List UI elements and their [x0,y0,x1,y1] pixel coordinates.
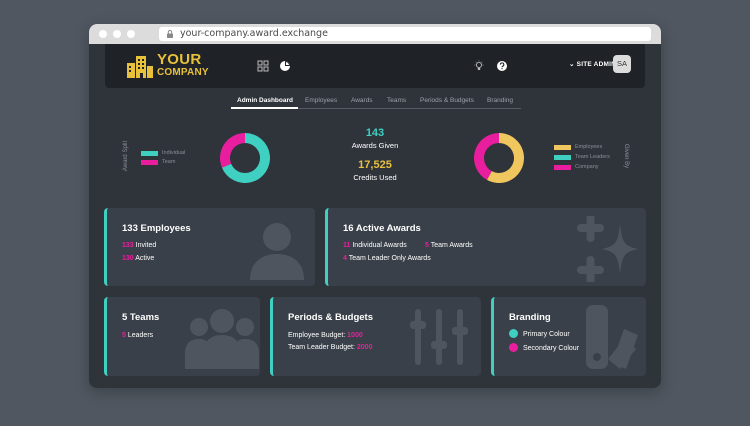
donut-slice-employees [486,133,524,183]
legend-label: Employees [575,144,603,150]
invited-count: 133 [122,242,134,249]
logo-line-1: YOUR [157,51,202,68]
url-text: your-company.award.exchange [180,28,328,39]
donut-slice-team [220,133,245,168]
primary-colour: Primary Colour [509,329,570,338]
employees-invited: 133 Invited [122,242,156,249]
active-awards-card[interactable]: 16 Active Awards 11 Individual Awards 5 … [325,208,646,286]
leaders-count: 5 [122,332,126,339]
company-logo[interactable]: YOUR COMPANY [157,52,209,78]
donut-slice-company [474,133,499,180]
leader-only-awards: 4 Team Leader Only Awards [343,255,431,262]
avatar[interactable]: SA [613,55,631,73]
leader-budget-value: 2000 [356,344,373,351]
address-bar[interactable]: your-company.award.exchange [159,27,651,41]
sliders-icon [410,309,468,365]
active-count: 130 [122,255,134,262]
leader-budget-label: Team Leader Budget: [288,344,355,351]
legend-label: Individual [162,150,186,156]
browser-window: your-company.award.exchange YOUR COMPANY [89,24,661,388]
tab-admin-dashboard[interactable]: Admin Dashboard [237,97,293,104]
primary-colour-label: Primary Colour [523,331,570,338]
legend-swatch [141,160,158,165]
tab-employees[interactable]: Employees [305,97,338,104]
secondary-colour-label: Secondary Colour [523,345,580,352]
legend-swatch [554,145,571,150]
person-icon [250,223,304,280]
team-awards: 5 Team Awards [425,242,473,249]
tab-teams[interactable]: Teams [387,97,407,104]
legend-swatch [141,151,158,156]
team-awards-count: 5 [425,242,429,249]
awards-given-label: Awards Given [351,141,399,150]
leaders-label: Leaders [127,332,154,339]
logo-line-2: COMPANY [157,67,209,78]
legend-label: Company [575,164,599,170]
browser-chrome: your-company.award.exchange [89,24,661,44]
leader-awards-label: Team Leader Only Awards [348,255,431,262]
lightbulb-icon[interactable] [473,60,485,72]
primary-colour-dot [509,329,518,338]
team-leaders: 5 Leaders [122,332,153,339]
employee-budget-value: 1000 [347,332,363,339]
legend-label: Team Leaders [575,154,610,160]
window-close-dot[interactable] [99,30,107,38]
window-minimize-dot[interactable] [113,30,121,38]
team-awards-label: Team Awards [430,242,473,249]
given-by-donut [474,133,524,183]
nav-tabs: Admin Dashboard Employees Awards Teams P… [231,95,521,109]
leader-budget: Team Leader Budget: 2000 [288,344,372,351]
employee-budget: Employee Budget: 1000 [288,332,363,339]
active-label: Active [135,255,155,262]
legend-swatch [554,155,571,160]
tab-periods-budgets[interactable]: Periods & Budgets [420,97,474,104]
teams-card[interactable]: 5 Teams 5 Leaders [104,297,260,376]
chevron-down-icon: ⌄ [569,61,575,68]
user-menu-toggle[interactable]: ⌄ SITE ADMIN [569,60,616,68]
individual-awards: 11 Individual Awards [343,242,407,249]
awards-given-value: 143 [365,127,385,139]
branding-card[interactable]: Branding Primary Colour Secondary Colour [491,297,646,376]
employees-card-title: 133 Employees [122,223,191,234]
employees-active: 130 Active [122,255,154,262]
buildings-logo-icon [127,56,153,78]
invited-label: Invited [135,242,157,249]
group-icon [185,309,259,369]
employees-card[interactable]: 133 Employees 133 Invited 130 Active [104,208,315,286]
periods-card-title: Periods & Budgets [288,312,373,323]
employee-budget-label: Employee Budget: [288,332,346,339]
donut-slice-individual [221,133,270,183]
tab-branding[interactable]: Branding [487,97,514,104]
leader-awards-count: 4 [343,255,347,262]
awards-card-title: 16 Active Awards [343,223,421,234]
award-split-donut [220,133,270,183]
legend-label: Team [162,159,176,165]
teams-card-title: 5 Teams [122,312,160,323]
sparkles-icon [577,216,638,282]
help-icon[interactable] [496,60,508,72]
periods-budgets-card[interactable]: Periods & Budgets Employee Budget: 1000 … [270,297,481,376]
lock-icon [167,30,173,38]
pie-chart-icon[interactable] [279,60,291,72]
app-header: YOUR COMPANY ⌄ [105,44,645,88]
active-tab-indicator [231,107,298,109]
award-split-label: Award Split [123,140,129,172]
color-swatches-icon [586,305,638,369]
credits-used-label: Credits Used [353,173,397,182]
tab-awards[interactable]: Awards [351,97,373,104]
secondary-colour: Secondary Colour [509,343,579,352]
credits-used-value: 17,525 [358,159,392,171]
branding-card-title: Branding [509,312,551,323]
secondary-colour-dot [509,343,518,352]
dashboard-grid-icon[interactable] [257,60,269,72]
legend-swatch [554,165,571,170]
individual-awards-count: 11 [343,242,351,249]
user-menu-label: SITE ADMIN [576,61,616,68]
given-by-label: Given By [623,143,629,169]
window-maximize-dot[interactable] [127,30,135,38]
individual-awards-label: Individual Awards [352,242,407,249]
